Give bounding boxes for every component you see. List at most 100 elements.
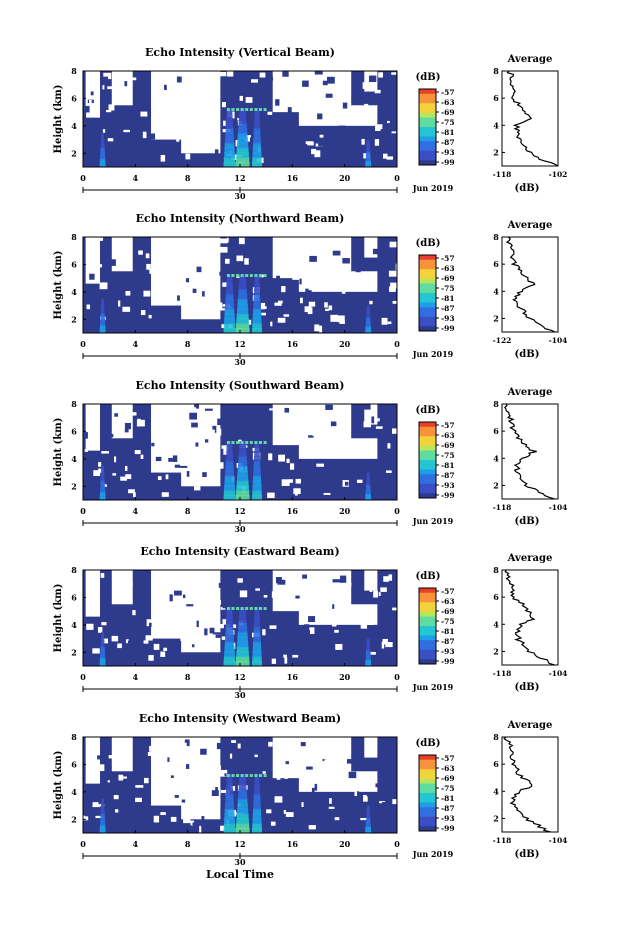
echo-cell <box>252 813 262 820</box>
echo-cell <box>235 828 250 833</box>
speckle-cell <box>255 588 261 591</box>
speckle-cell <box>204 628 208 636</box>
echo-cell <box>253 798 261 805</box>
speckle-cell <box>177 295 180 301</box>
speckle-cell <box>157 476 162 481</box>
bright-band-cell <box>231 607 235 611</box>
speckle-cell <box>380 788 384 791</box>
speckle-cell <box>378 611 387 617</box>
colorbar-tick-label: -57 <box>441 421 455 430</box>
echo-cell <box>365 823 371 828</box>
echo-cell <box>236 646 249 653</box>
speckle-cell <box>358 96 365 101</box>
colorbar-tick-label: -87 <box>441 471 455 480</box>
speckle-cell <box>132 141 139 145</box>
speckle-cell <box>350 614 355 621</box>
echo-cell <box>223 823 236 830</box>
y-tick-label: 8 <box>71 565 77 575</box>
speckle-cell <box>378 596 382 602</box>
speckle-cell <box>343 285 350 291</box>
speckle-cell <box>208 411 213 415</box>
speckle-cell <box>86 618 93 626</box>
x-tick-label: 12 <box>234 339 245 349</box>
colorbar-tick-label: -81 <box>441 627 455 636</box>
speckle-cell <box>300 243 305 248</box>
speckle-cell <box>311 652 316 657</box>
colorbar-segment <box>419 264 436 270</box>
echo-cell <box>365 656 371 661</box>
speckle-cell <box>90 153 95 160</box>
heatmap-1 <box>83 71 397 167</box>
echo-cell <box>225 455 234 462</box>
echo-cell <box>365 821 371 825</box>
speckle-cell <box>167 575 172 581</box>
echo-cell <box>254 445 260 452</box>
speckle-cell <box>219 308 226 311</box>
echo-cell <box>253 298 261 305</box>
speckle-cell <box>226 591 231 596</box>
colorbar-tick-label: -69 <box>441 274 455 283</box>
echo-cell <box>99 497 106 500</box>
echo-cell <box>226 611 233 618</box>
speckle-cell <box>263 306 267 309</box>
profile-y-tick-label: 2 <box>493 480 499 490</box>
echo-cell <box>224 475 235 482</box>
colorbar-segment <box>419 122 436 128</box>
speckle-cell <box>378 72 383 78</box>
echo-cell <box>226 616 233 623</box>
echo-cell <box>226 450 233 457</box>
no-data-patch <box>111 737 133 772</box>
speckle-cell <box>138 250 143 255</box>
speckle-cell <box>300 742 306 747</box>
speckle-cell <box>140 310 146 316</box>
x-tick-label: 20 <box>339 173 351 183</box>
echo-cell <box>226 117 233 124</box>
profile-x-label: (dB) <box>515 516 540 527</box>
date-tick-label: 30 <box>234 857 246 867</box>
colorbar-segment <box>419 293 436 299</box>
speckle-cell <box>270 821 276 826</box>
echo-cell <box>225 137 235 144</box>
speckle-cell <box>209 279 212 286</box>
speckle-cell <box>328 589 332 596</box>
speckle-cell <box>125 582 133 586</box>
echo-cell <box>225 298 234 305</box>
date-label: Jun 2019 <box>412 349 454 359</box>
echo-cell <box>224 813 235 820</box>
echo-cell <box>237 465 248 472</box>
speckle-cell <box>128 489 135 494</box>
profile-x-tick-label: -104 <box>549 669 568 678</box>
speckle-cell <box>202 472 207 477</box>
speckle-cell <box>102 129 106 133</box>
x-tick-label: 0 <box>80 173 86 183</box>
speckle-cell <box>325 404 333 410</box>
speckle-cell <box>326 746 330 751</box>
speckle-cell <box>320 600 328 604</box>
x-tick-label: 20 <box>339 506 351 516</box>
speckle-cell <box>359 265 363 269</box>
colorbar-tick-label: -63 <box>441 764 455 773</box>
speckle-cell <box>124 422 132 430</box>
colorbar-tick-label: -87 <box>441 637 455 646</box>
profile-x-tick-label: -122 <box>493 336 512 345</box>
speckle-cell <box>153 624 159 629</box>
speckle-cell <box>325 93 333 98</box>
colorbar-segment <box>419 278 436 284</box>
echo-cell <box>365 490 371 495</box>
x-tick-label: 4 <box>133 672 139 682</box>
echo-cell <box>226 112 233 119</box>
speckle-cell <box>101 451 110 454</box>
profile-x-tick-label: -104 <box>549 503 568 512</box>
colorbar-tick-label: -87 <box>441 138 455 147</box>
speckle-cell <box>117 643 122 649</box>
speckle-cell <box>289 425 297 431</box>
speckle-cell <box>314 324 320 332</box>
colorbar-tick-label: -63 <box>441 264 455 273</box>
speckle-cell <box>283 121 287 129</box>
speckle-cell <box>153 108 160 112</box>
speckle-cell <box>342 83 351 91</box>
speckle-cell <box>193 786 201 790</box>
speckle-cell <box>97 626 103 633</box>
speckle-cell <box>176 138 180 142</box>
speckle-cell <box>111 635 119 642</box>
